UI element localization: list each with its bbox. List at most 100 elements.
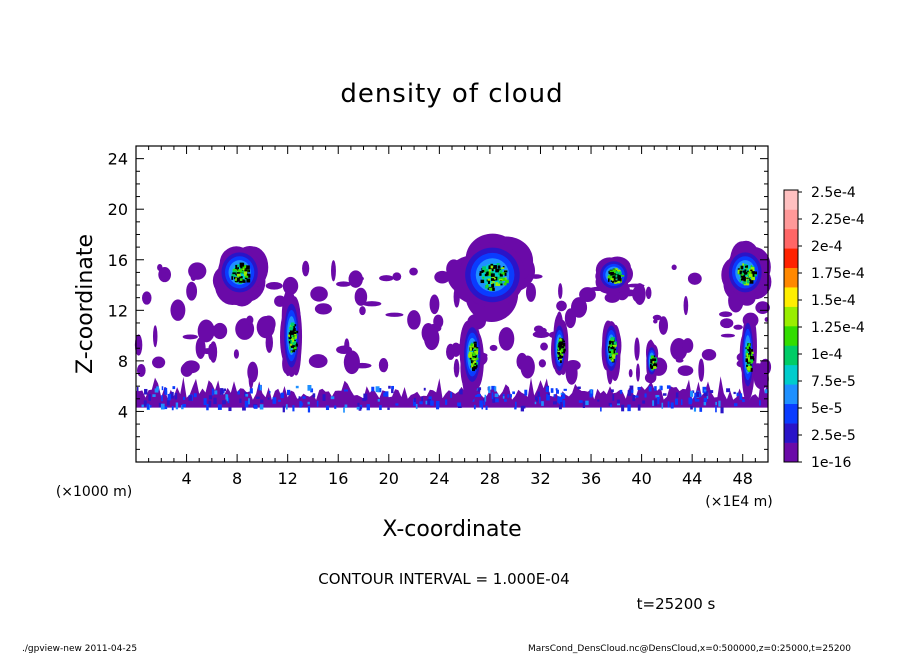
surface-speckle <box>156 386 160 391</box>
cell-core-speckle <box>612 354 616 357</box>
surface-speckle <box>171 406 174 411</box>
surface-speckle <box>141 404 144 408</box>
cell-core-speckle <box>473 360 477 365</box>
cell-core-speckle <box>236 277 240 282</box>
cell-core-speckle <box>744 263 747 266</box>
cell-core-speckle <box>557 348 560 353</box>
cloud-wisp <box>538 359 546 368</box>
surface-speckle <box>182 404 186 408</box>
surface-speckle <box>662 393 667 396</box>
cell-core-speckle <box>235 277 239 281</box>
surface-speckle <box>616 402 621 406</box>
cloud-wisp <box>446 343 456 360</box>
surface-speckle <box>167 393 172 401</box>
surface-speckle <box>299 402 303 406</box>
cell-core-speckle <box>609 353 612 357</box>
cell-core-speckle <box>742 281 746 285</box>
cloud-wisp <box>525 282 536 302</box>
convective-cell <box>447 233 536 322</box>
surface-speckle <box>494 393 499 398</box>
surface-speckle <box>259 404 264 410</box>
surface-speckle <box>726 388 731 393</box>
surface-speckle <box>343 407 345 413</box>
colorbar-label: 1.5e-4 <box>811 293 856 309</box>
surface-speckle <box>375 386 380 393</box>
cloud-wisp <box>421 322 436 343</box>
cell-core-speckle <box>737 270 740 274</box>
x-unit-label: (×1E4 m) <box>705 494 772 510</box>
surface-speckle <box>476 387 479 391</box>
surface-speckle <box>619 389 623 394</box>
surface-speckle <box>244 400 249 408</box>
cloud-wisp <box>248 370 254 389</box>
cell-core-speckle <box>289 346 291 350</box>
cell-core-speckle <box>238 282 242 284</box>
x-tick-label: 48 <box>733 469 753 488</box>
cell-core-speckle <box>474 356 478 361</box>
surface-speckle <box>515 401 517 409</box>
surface-speckle <box>558 405 562 410</box>
cell-core-speckle <box>290 340 293 344</box>
cell-core-speckle <box>492 287 495 291</box>
cloud-wisp <box>698 358 705 382</box>
cell-core-speckle <box>746 353 749 357</box>
cloud-wisp <box>683 296 689 316</box>
cell-core-speckle <box>617 269 621 273</box>
cell-core-speckle <box>491 267 494 272</box>
cloud-wisp <box>453 358 460 378</box>
colorbar-label: 2.5e-4 <box>811 185 856 201</box>
cell-core-speckle <box>608 340 612 345</box>
cell-core-speckle <box>749 366 752 369</box>
surface-speckle <box>509 394 512 398</box>
cell-core-speckle <box>616 280 621 284</box>
surface-speckle <box>694 392 697 400</box>
cloud-wisp <box>634 337 640 361</box>
colorbar-swatch <box>784 403 798 424</box>
cell-core-speckle <box>246 273 251 278</box>
surface-speckle <box>419 401 423 405</box>
cell-core-speckle <box>745 350 749 355</box>
cell-core-speckle <box>493 281 495 284</box>
surface-speckle <box>259 385 262 391</box>
cell-core-speckle <box>559 358 563 361</box>
x-tick-label: 40 <box>631 469 651 488</box>
surface-speckle <box>627 404 631 412</box>
colorbar-frame <box>783 189 799 463</box>
surface-speckle <box>483 400 486 406</box>
cell-core-speckle <box>242 264 247 269</box>
surface-speckle <box>482 398 486 401</box>
surface-speckle <box>356 406 360 410</box>
surface-speckle <box>535 397 538 402</box>
cell-core-speckle <box>491 283 495 288</box>
surface-speckle <box>149 405 152 408</box>
surface-speckle <box>256 396 260 399</box>
y-unit-label: (×1000 m) <box>56 484 132 500</box>
colorbar-swatch <box>784 306 798 327</box>
cell-core-speckle <box>495 268 499 273</box>
cell-core-speckle <box>746 273 749 276</box>
cell-core-speckle <box>290 322 295 327</box>
surface-speckle <box>556 389 559 394</box>
footer-right: MarsCond_DensCloud.nc@DensCloud,x=0:5000… <box>528 644 851 654</box>
surface-speckle <box>537 391 540 398</box>
cloud-wisp <box>429 294 440 315</box>
cell-core-speckle <box>749 351 752 355</box>
surface-speckle <box>430 400 434 406</box>
colorbar-label: 1e-16 <box>811 455 851 471</box>
cell-core-speckle <box>236 273 241 277</box>
cell-core-speckle <box>290 338 294 343</box>
cloud-wisp <box>343 350 360 375</box>
footer-left: ./gpview-new 2011-04-25 <box>22 644 137 654</box>
x-tick-label: 12 <box>278 469 298 488</box>
cell-core-speckle <box>488 271 491 273</box>
cell-core-speckle <box>746 365 750 369</box>
surface-speckle <box>217 404 222 410</box>
cell-core-speckle <box>291 334 294 338</box>
cell-core-speckle <box>244 277 248 280</box>
cell-core-speckle <box>750 269 753 272</box>
surface-speckle <box>491 385 496 390</box>
cell-core-speckle <box>293 342 298 346</box>
surface-speckle <box>634 395 639 398</box>
cell-core-speckle <box>292 349 296 353</box>
cloud-wisp <box>233 349 239 359</box>
